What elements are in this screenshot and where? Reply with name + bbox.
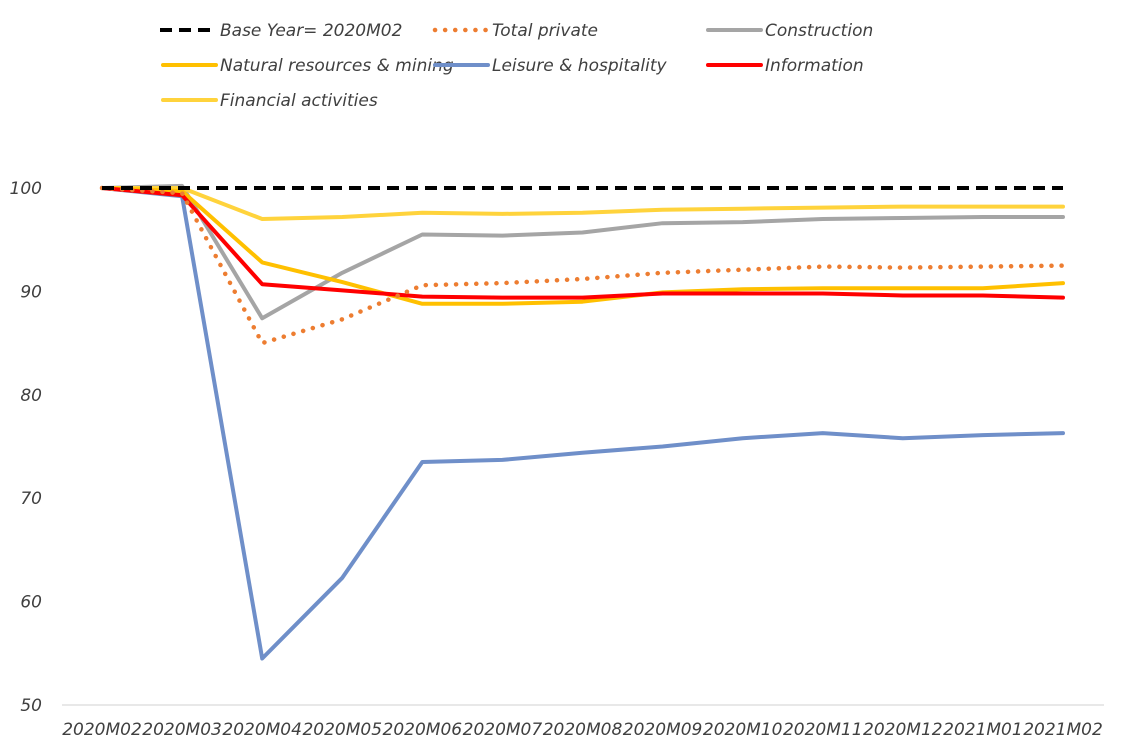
x-tick-label: 2020M09 [623,720,703,740]
y-tick-label: 90 [20,282,42,302]
x-tick-label: 2020M04 [222,720,302,740]
legend-label: Total private [492,21,598,41]
x-tick-label: 2021M01 [943,720,1023,740]
legend-label: Construction [765,21,873,41]
y-tick-label: 70 [20,489,42,509]
x-axis: 2020M02 2020M03 2020M04 2020M05 2020M06 2020M… [62,704,1104,740]
x-tick-label: 2020M12 [863,720,943,740]
x-tick-label: 2020M11 [783,720,863,740]
legend-label: Base Year= 2020M02 [220,21,402,41]
x-tick-label: 2020M06 [383,720,463,740]
x-tick-label: 2020M07 [463,720,543,740]
series-line-information [100,186,1065,300]
x-tick-label: 2020M10 [703,720,783,740]
legend-label: Leisure & hospitality [492,56,668,76]
x-tick-label: 2020M02 [62,720,142,740]
x-tick-label: 2020M08 [543,720,623,740]
series-line-construction [100,183,1065,321]
chart-legend: Base Year= 2020M02 Total private Construct… [160,21,873,111]
series-line-financial-activities [100,186,1065,221]
x-tick-label: 2021M02 [1023,720,1103,740]
x-tick-label: 2020M05 [302,720,382,740]
legend-label: Natural resources & mining [220,56,454,76]
series-layer [99,183,1066,661]
series-line-leisure-hospitality [100,186,1065,661]
y-tick-label: 50 [20,696,42,716]
y-tick-label: 60 [20,593,42,613]
y-tick-label: 100 [10,179,42,199]
y-axis: 50 60 70 80 90 100 [10,179,42,716]
series-line-natural-resources-mining [100,186,1065,306]
legend-label: Information [765,56,864,76]
x-tick-label: 2020M03 [142,720,222,740]
legend-label: Financial activities [220,91,378,111]
y-tick-label: 80 [20,386,42,406]
